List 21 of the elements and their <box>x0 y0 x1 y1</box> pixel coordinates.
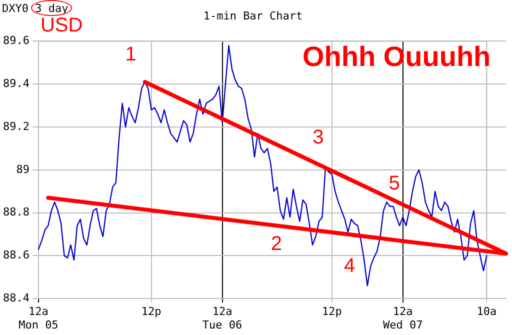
y-tick-label: 89.6 <box>2 34 30 48</box>
annotation: 5 <box>388 172 400 195</box>
text: USD <box>40 14 83 36</box>
annotation: 3 <box>312 126 324 148</box>
y-tick-label: 89.4 <box>2 76 30 90</box>
x-tick-label: 12a Wed 07 <box>382 305 423 332</box>
annotation: 4 <box>344 254 356 277</box>
y-tick-label: 88.6 <box>2 248 30 262</box>
annotation: 2 <box>270 233 282 256</box>
x-tick-label: 12p <box>322 305 342 318</box>
y-tick-label: 88.8 <box>2 206 30 219</box>
chart-subtitle: DXY0 3 day <box>2 2 68 15</box>
x-tick-label: 12a Tue 06 <box>202 305 242 332</box>
y-tick-label: 88.4 <box>2 291 30 304</box>
y-tick-label: 89.2 <box>2 120 30 133</box>
chart-title: 1-min Bar Chart <box>203 9 303 22</box>
x-tick-label: 12p <box>141 305 162 318</box>
annotation: 1 <box>125 43 136 66</box>
x-tick-label: 10a <box>476 305 497 318</box>
y-tick-label: 89 <box>16 162 30 176</box>
x-tick-label: 12a Mon 05 <box>18 305 58 332</box>
